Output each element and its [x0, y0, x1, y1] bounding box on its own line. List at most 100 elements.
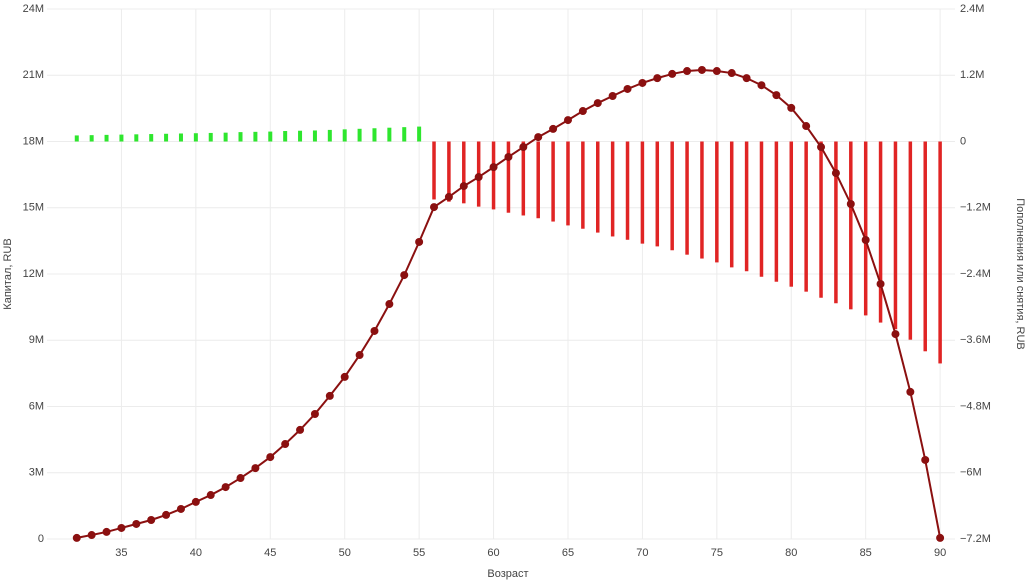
point — [474, 173, 483, 182]
bar — [342, 129, 347, 142]
x-tick-label: 50 — [339, 547, 351, 559]
y2-tick-label: −1.2M — [960, 202, 991, 214]
point — [281, 440, 290, 449]
x-tick-label: 40 — [190, 547, 202, 559]
bar — [491, 141, 496, 210]
y2-tick-label: −4.8M — [960, 400, 991, 412]
point — [608, 92, 617, 101]
bar — [506, 141, 511, 213]
point — [102, 527, 111, 536]
point — [266, 453, 275, 462]
point — [444, 192, 453, 201]
bar — [223, 132, 228, 142]
point — [489, 163, 498, 172]
y-tick-label: 3M — [29, 467, 44, 479]
bar — [670, 141, 674, 251]
bar — [640, 141, 645, 244]
point — [534, 133, 543, 142]
bar — [923, 141, 927, 352]
bar — [789, 141, 794, 287]
bar — [655, 141, 660, 247]
y2-tick-label: −2.4M — [960, 268, 991, 280]
point — [593, 99, 602, 108]
x-tick-label: 60 — [487, 547, 499, 559]
y-tick-label: 9M — [29, 334, 44, 346]
point — [415, 237, 424, 246]
bar — [89, 135, 94, 142]
bar — [551, 141, 555, 222]
bar — [104, 134, 109, 142]
bar — [372, 128, 377, 142]
x-tick-label: 75 — [711, 547, 723, 559]
point — [906, 387, 915, 396]
point — [549, 124, 558, 133]
bar — [402, 127, 407, 142]
y-tick-label: 24M — [23, 3, 44, 15]
bar — [164, 133, 169, 142]
point — [191, 497, 200, 506]
point — [459, 182, 468, 191]
y-tick-label: 0 — [38, 533, 44, 545]
bar — [685, 141, 689, 255]
point — [697, 65, 706, 74]
bar — [298, 130, 303, 142]
bar — [432, 141, 436, 200]
point — [578, 107, 587, 116]
bar — [625, 141, 630, 240]
bar — [238, 132, 243, 142]
point — [430, 203, 439, 212]
point — [757, 81, 766, 90]
bar — [462, 141, 466, 204]
bar — [938, 141, 942, 364]
y-tick-label: 18M — [23, 135, 44, 147]
point — [370, 326, 379, 335]
point — [668, 69, 677, 78]
x-tick-label: 90 — [934, 547, 946, 559]
y-tick-label: 6M — [29, 400, 44, 412]
y2-tick-label: 0 — [960, 135, 966, 147]
point — [742, 74, 751, 83]
point — [72, 533, 81, 542]
point — [221, 483, 230, 492]
point — [846, 199, 855, 208]
point — [176, 504, 185, 513]
point — [296, 425, 305, 434]
bar — [447, 141, 451, 202]
x-axis-title: Возраст — [487, 568, 528, 580]
bar — [417, 126, 422, 142]
point — [206, 491, 215, 500]
point — [117, 523, 126, 532]
bar — [744, 141, 749, 272]
y-tick-label: 21M — [23, 69, 44, 81]
bar — [878, 141, 883, 323]
point — [638, 78, 647, 87]
y-axis-title: Капитал, RUB — [2, 238, 14, 309]
y2-tick-label: −3.6M — [960, 334, 991, 346]
point — [310, 410, 319, 419]
bar — [536, 141, 540, 219]
bar — [908, 141, 913, 340]
bar — [715, 141, 719, 263]
line — [76, 68, 942, 539]
y-tick-label: 12M — [23, 268, 44, 280]
bar — [74, 135, 79, 142]
bar — [268, 131, 273, 142]
y2-tick-label: 1.2M — [960, 69, 984, 81]
y-tick-label: 15M — [23, 202, 44, 214]
point — [802, 122, 811, 131]
bar — [819, 141, 823, 298]
point — [251, 464, 260, 473]
x-tick-label: 55 — [413, 547, 425, 559]
bar — [134, 134, 139, 142]
x-tick-label: 45 — [264, 547, 276, 559]
x-tick-label: 85 — [860, 547, 872, 559]
point — [876, 279, 885, 288]
point — [162, 510, 171, 519]
point — [147, 516, 156, 525]
y2-axis-title: Пополнения или снятия, RUB — [1014, 198, 1026, 349]
y2-tick-label: −6M — [960, 467, 982, 479]
bar — [357, 128, 362, 142]
y2-tick-label: 2.4M — [960, 3, 984, 15]
bar — [893, 141, 898, 330]
